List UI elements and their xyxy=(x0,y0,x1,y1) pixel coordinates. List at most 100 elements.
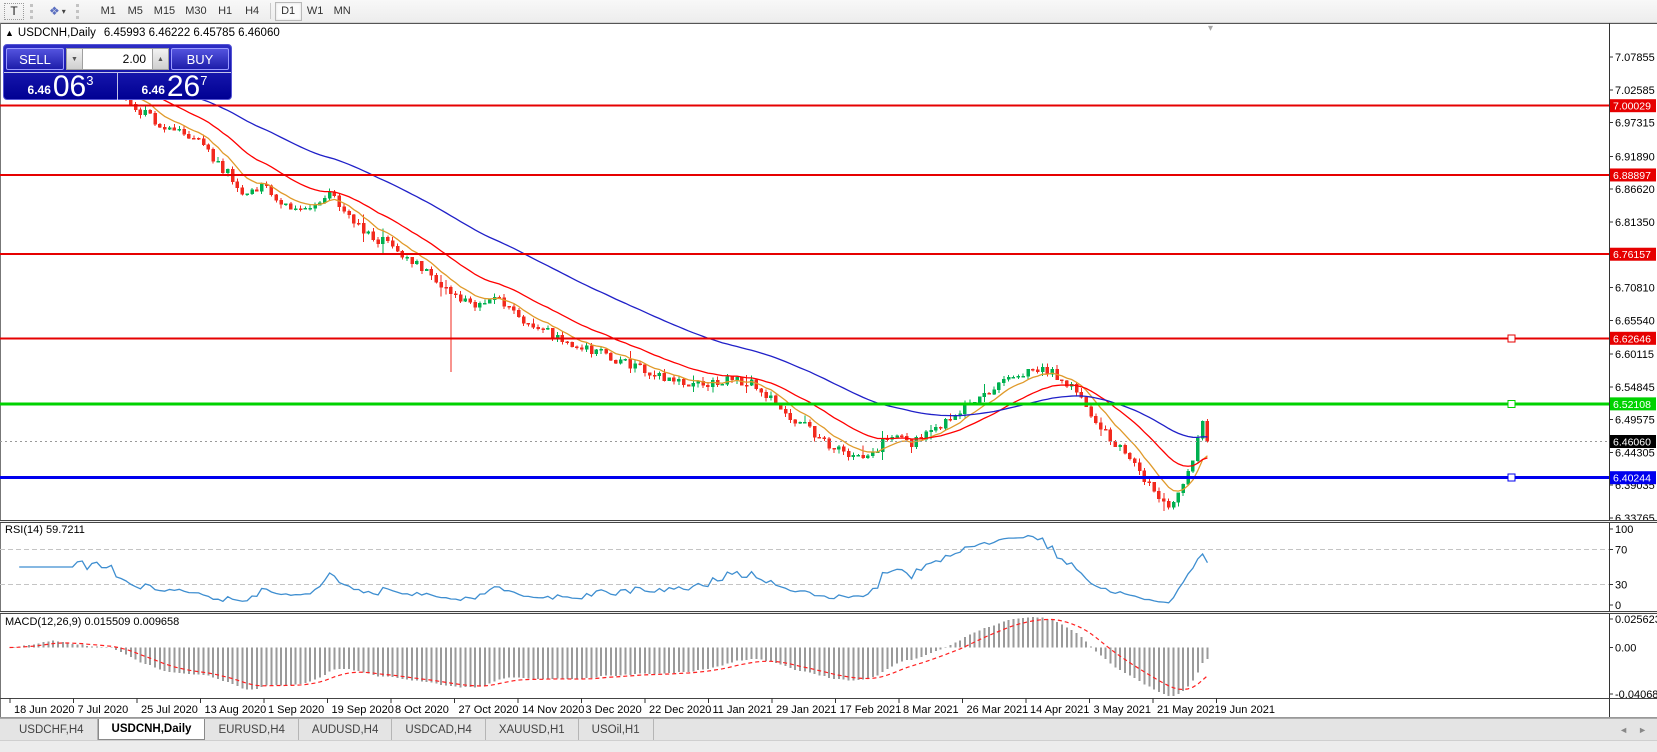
chart-tab-usdcad-h4[interactable]: USDCAD,H4 xyxy=(392,719,486,740)
svg-text:3 May 2021: 3 May 2021 xyxy=(1094,704,1151,716)
svg-text:6.91890: 6.91890 xyxy=(1615,151,1655,163)
svg-text:6.40244: 6.40244 xyxy=(1613,473,1651,485)
svg-text:6.46060: 6.46060 xyxy=(1613,436,1651,448)
svg-text:14 Nov 2020: 14 Nov 2020 xyxy=(522,704,584,716)
panel-collapse-icon[interactable]: ▾ xyxy=(1208,23,1214,34)
timeframe-m5-button[interactable]: M5 xyxy=(122,2,149,21)
svg-text:6.81350: 6.81350 xyxy=(1615,217,1655,229)
svg-text:6.44305: 6.44305 xyxy=(1615,447,1655,459)
top-toolbar: T ❖ ▾ M1 M5 M15 M30 H1 H4 D1 W1 MN xyxy=(0,0,1657,23)
svg-text:6.62646: 6.62646 xyxy=(1613,333,1651,345)
svg-text:26 Mar 2021: 26 Mar 2021 xyxy=(967,704,1029,716)
title-marker-icon: ▲ xyxy=(5,28,14,38)
svg-text:6.86620: 6.86620 xyxy=(1615,184,1655,196)
svg-text:6.88897: 6.88897 xyxy=(1613,170,1651,182)
chart-tab-xauusd-h1[interactable]: XAUUSD,H1 xyxy=(486,719,579,740)
timeframe-m1-button[interactable]: M1 xyxy=(95,2,122,21)
svg-text:6.54845: 6.54845 xyxy=(1615,382,1655,394)
buy-price-big: 26 xyxy=(166,70,201,103)
svg-text:6.49575: 6.49575 xyxy=(1615,415,1655,427)
sell-price[interactable]: 6.46 06 3 xyxy=(4,70,117,103)
toolbar-grip[interactable] xyxy=(30,3,42,19)
window-bottom-strip xyxy=(0,740,1657,752)
svg-text:3 Dec 2020: 3 Dec 2020 xyxy=(586,704,642,716)
timeframe-w1-button[interactable]: W1 xyxy=(302,2,329,21)
chart-tab-audusd-h4[interactable]: AUDUSD,H4 xyxy=(299,719,393,740)
chart-tab-usoil-h1[interactable]: USOil,H1 xyxy=(579,719,654,740)
svg-text:7.00029: 7.00029 xyxy=(1613,101,1651,113)
arrows-icon: ❖ xyxy=(49,4,60,18)
buy-price-sup: 7 xyxy=(200,73,208,88)
chart-ohlc-values: 6.45993 6.46222 6.45785 6.46060 xyxy=(103,27,280,39)
timeframe-d1-button[interactable]: D1 xyxy=(274,1,302,21)
svg-text:6.97315: 6.97315 xyxy=(1615,118,1655,130)
svg-text:29 Jan 2021: 29 Jan 2021 xyxy=(776,704,837,716)
tab-scroll-right-icon[interactable]: ► xyxy=(1638,724,1647,735)
sell-price-small: 6.46 xyxy=(27,83,51,97)
svg-text:9 Jun 2021: 9 Jun 2021 xyxy=(1221,704,1275,716)
svg-text:0.025623: 0.025623 xyxy=(1615,614,1657,626)
volume-stepper: ▼ ▲ xyxy=(66,48,169,70)
volume-increment-button[interactable]: ▲ xyxy=(152,48,169,70)
timeframe-m15-button[interactable]: M15 xyxy=(149,2,180,21)
sell-price-big: 06 xyxy=(52,70,87,103)
timeframe-m30-button[interactable]: M30 xyxy=(180,2,211,21)
timeframe-h1-button[interactable]: H1 xyxy=(212,2,239,21)
timeframe-mn-button[interactable]: MN xyxy=(329,2,356,21)
svg-text:0: 0 xyxy=(1615,600,1621,612)
svg-text:70: 70 xyxy=(1615,544,1627,556)
sell-price-sup: 3 xyxy=(86,73,94,88)
svg-text:30: 30 xyxy=(1615,580,1627,592)
svg-text:6.70810: 6.70810 xyxy=(1615,283,1655,295)
macd-indicator-label: MACD(12,26,9) 0.015509 0.009658 xyxy=(5,616,180,628)
buy-button[interactable]: BUY xyxy=(171,48,229,70)
tab-scroll-left-icon[interactable]: ◄ xyxy=(1619,724,1629,735)
svg-text:6.65540: 6.65540 xyxy=(1615,315,1655,327)
arrows-tool-button[interactable]: ❖ ▾ xyxy=(45,2,70,21)
rsi-indicator-label: RSI(14) 59.7211 xyxy=(5,524,85,536)
svg-text:6.52108: 6.52108 xyxy=(1613,399,1651,411)
svg-text:7.02585: 7.02585 xyxy=(1615,85,1655,97)
svg-text:13 Aug 2020: 13 Aug 2020 xyxy=(205,704,267,716)
chart-symbol-period: USDCNH,Daily xyxy=(17,27,96,39)
chart-tab-eurusd-h4[interactable]: EURUSD,H4 xyxy=(205,719,299,740)
chart-tabs: USDCHF,H4 USDCNH,Daily EURUSD,H4 AUDUSD,H4 U… xyxy=(6,719,654,740)
chart-title: ▲ USDCNH,Daily 6.45993 6.46222 6.45785 6.4… xyxy=(5,27,280,39)
toolbar-grip[interactable] xyxy=(75,3,88,19)
svg-text:27 Oct 2020: 27 Oct 2020 xyxy=(459,704,519,716)
tab-scroll-buttons: ◄ ► xyxy=(1609,719,1657,740)
timeframe-bar: M1 M5 M15 M30 H1 H4 D1 W1 MN xyxy=(95,0,356,22)
buy-price[interactable]: 6.46 26 7 xyxy=(117,70,231,103)
svg-text:19 Sep 2020: 19 Sep 2020 xyxy=(332,704,394,716)
svg-text:6.76157: 6.76157 xyxy=(1613,249,1651,261)
svg-text:100: 100 xyxy=(1615,524,1633,536)
one-click-trading-panel: SELL ▼ ▲ BUY 6.46 06 3 6.46 26 7 xyxy=(3,44,232,103)
svg-text:6.60115: 6.60115 xyxy=(1615,349,1654,361)
svg-text:0.00: 0.00 xyxy=(1615,643,1636,655)
sell-button[interactable]: SELL xyxy=(6,48,64,70)
chart-tab-usdchf-h4[interactable]: USDCHF,H4 xyxy=(6,719,98,740)
volume-input[interactable] xyxy=(83,48,152,70)
svg-text:14 Apr 2021: 14 Apr 2021 xyxy=(1030,704,1089,716)
chart-tab-usdcnh-daily[interactable]: USDCNH,Daily xyxy=(97,719,206,740)
svg-text:11 Jan 2021: 11 Jan 2021 xyxy=(713,704,773,716)
text-tool-button[interactable]: T xyxy=(4,2,24,20)
svg-text:18 Jun 2020: 18 Jun 2020 xyxy=(14,704,75,716)
toolbar-separator xyxy=(269,3,271,19)
svg-text:-0.040687: -0.040687 xyxy=(1615,689,1657,701)
svg-text:21 May 2021: 21 May 2021 xyxy=(1157,704,1221,716)
timeframe-h4-button[interactable]: H4 xyxy=(239,2,266,21)
svg-text:1 Sep 2020: 1 Sep 2020 xyxy=(268,704,324,716)
svg-text:8 Mar 2021: 8 Mar 2021 xyxy=(903,704,959,716)
svg-text:8 Oct 2020: 8 Oct 2020 xyxy=(395,704,449,716)
buy-price-small: 6.46 xyxy=(141,83,165,97)
svg-text:17 Feb 2021: 17 Feb 2021 xyxy=(840,704,902,716)
svg-text:22 Dec 2020: 22 Dec 2020 xyxy=(649,704,711,716)
svg-text:7.07855: 7.07855 xyxy=(1615,52,1655,64)
chart-tab-bar: USDCHF,H4 USDCNH,Daily EURUSD,H4 AUDUSD,H4 U… xyxy=(0,718,1657,740)
volume-decrement-button[interactable]: ▼ xyxy=(66,48,83,70)
svg-text:25 Jul 2020: 25 Jul 2020 xyxy=(141,704,198,716)
chevron-down-icon: ▾ xyxy=(61,6,66,16)
